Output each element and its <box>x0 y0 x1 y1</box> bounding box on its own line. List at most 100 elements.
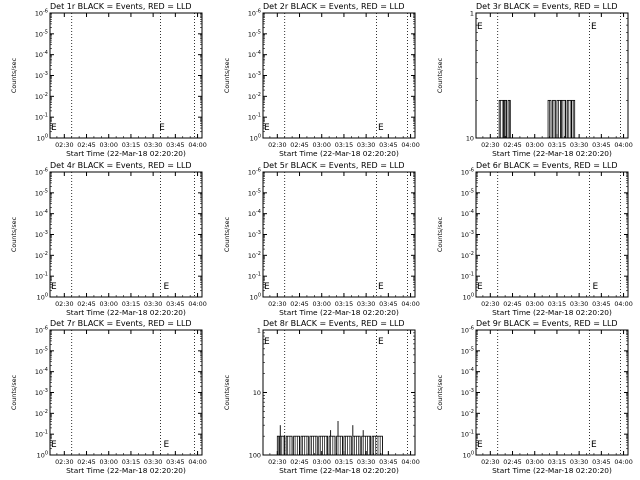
x-tick-label: 03:15 <box>335 141 353 149</box>
y-tick-label: 10-4 <box>248 209 261 218</box>
x-tick-label: 03:00 <box>526 300 544 308</box>
y-tick-label: 10-3 <box>248 71 261 80</box>
x-tick-label: 03:15 <box>548 300 566 308</box>
marker-e: E <box>477 22 483 32</box>
x-tick-label: 03:00 <box>100 300 118 308</box>
y-tick-label: 10-4 <box>35 50 48 59</box>
x-tick-label: 03:30 <box>144 300 162 308</box>
x-tick-label: 03:30 <box>570 300 588 308</box>
y-tick-label: 10-4 <box>248 50 261 59</box>
x-axis-label: Start Time (22-Mar-18 02:20:20) <box>66 466 186 475</box>
marker-e: E <box>264 282 270 292</box>
x-tick-label: 03:45 <box>379 141 397 149</box>
marker-e: E <box>264 337 270 347</box>
x-tick-label: 02:30 <box>481 141 499 149</box>
y-axis-label: Counts/sec <box>223 374 231 410</box>
x-tick-label: 04:00 <box>614 141 632 149</box>
x-tick-label: 03:30 <box>144 458 162 466</box>
x-tick-label: 03:45 <box>166 458 184 466</box>
marker-e: E <box>164 440 170 450</box>
x-tick-label: 03:30 <box>357 458 375 466</box>
panel-det-6: Det 6r BLACK = Events, RED = LLD 100 10-1 1… <box>436 161 633 317</box>
event-burst <box>336 435 343 456</box>
marker-e: E <box>51 440 57 450</box>
panel-det-1: Det 1r BLACK = Events, RED = LLD 100 10-1 1… <box>10 2 207 158</box>
x-tick-label: 03:15 <box>335 300 353 308</box>
x-tick-label: 02:45 <box>77 458 95 466</box>
y-tick-label: 10-3 <box>461 388 474 397</box>
plot-frame <box>49 12 203 139</box>
y-axis-label: Counts/sec <box>436 216 444 252</box>
x-tick-label: 03:00 <box>100 141 118 149</box>
marker-e: E <box>51 123 57 133</box>
y-tick-label: 10-5 <box>461 188 474 197</box>
x-tick-label: 04:00 <box>188 300 206 308</box>
x-tick-label: 04:00 <box>188 458 206 466</box>
x-tick-label: 02:30 <box>268 458 286 466</box>
y-tick-label: 10-6 <box>461 168 474 177</box>
y-tick-label: 10-2 <box>248 251 261 260</box>
x-tick-label: 02:30 <box>55 141 73 149</box>
event-burst <box>328 435 336 456</box>
x-tick-label: 03:00 <box>313 141 331 149</box>
event-burst <box>318 435 329 456</box>
x-tick-label: 03:15 <box>548 458 566 466</box>
plot-frame <box>262 12 416 139</box>
event-burst <box>507 99 511 139</box>
marker-e: E <box>264 123 270 133</box>
y-tick-label: 10-2 <box>35 251 48 260</box>
y-tick-label: 10-5 <box>248 29 261 38</box>
x-axis-label: Start Time (22-Mar-18 02:20:20) <box>279 149 399 158</box>
y-tick-label: 10-1 <box>35 272 48 281</box>
panel-title: Det 5r BLACK = Events, RED = LLD <box>263 161 405 170</box>
y-tick-label: 10-1 <box>461 272 474 281</box>
x-tick-label: 03:00 <box>526 458 544 466</box>
x-tick-label: 03:45 <box>592 141 610 149</box>
y-tick-label: 10 <box>253 389 261 397</box>
x-tick-label: 03:45 <box>592 458 610 466</box>
y-tick-label: 100 <box>37 134 48 143</box>
y-axis-label: Counts/sec <box>10 216 18 252</box>
x-tick-label: 03:30 <box>357 141 375 149</box>
x-tick-label: 03:45 <box>379 300 397 308</box>
x-tick-label: 03:45 <box>166 300 184 308</box>
marker-e: E <box>159 123 165 133</box>
y-tick-label: 10-6 <box>248 9 261 18</box>
x-tick-label: 03:30 <box>570 458 588 466</box>
y-tick-label: 10-1 <box>248 272 261 281</box>
y-tick-label: 100 <box>250 293 261 302</box>
y-axis-label: Counts/sec <box>436 374 444 410</box>
x-tick-label: 03:45 <box>379 458 397 466</box>
y-tick-label: 10-2 <box>248 92 261 101</box>
panel-title: Det 7r BLACK = Events, RED = LLD <box>50 319 192 328</box>
y-tick-label: 10-6 <box>35 326 48 335</box>
plot-frame <box>475 12 629 139</box>
y-tick-label: 10-4 <box>35 367 48 376</box>
plot-frame <box>475 329 629 456</box>
x-axis-label: Start Time (22-Mar-18 02:20:20) <box>66 308 186 317</box>
y-tick-label: 10 <box>466 135 474 143</box>
x-tick-label: 04:00 <box>401 300 419 308</box>
plot-frame <box>262 171 416 298</box>
x-tick-label: 02:30 <box>481 458 499 466</box>
x-tick-label: 03:00 <box>313 300 331 308</box>
panel-det-4: Det 4r BLACK = Events, RED = LLD 100 10-1 1… <box>10 161 207 317</box>
x-tick-label: 02:30 <box>481 300 499 308</box>
plot-frame <box>475 171 629 298</box>
event-burst <box>276 435 280 456</box>
x-tick-label: 03:15 <box>122 458 140 466</box>
x-tick-label: 03:30 <box>570 141 588 149</box>
panel-title: Det 9r BLACK = Events, RED = LLD <box>476 319 618 328</box>
x-tick-label: 03:15 <box>122 141 140 149</box>
y-tick-label: 10-5 <box>35 346 48 355</box>
y-tick-label: 1 <box>470 10 474 18</box>
x-tick-label: 04:00 <box>401 141 419 149</box>
event-burst <box>556 99 562 139</box>
y-tick-label: 100 <box>463 293 474 302</box>
x-tick-label: 02:45 <box>290 141 308 149</box>
y-tick-label: 10-5 <box>35 188 48 197</box>
plot-frame <box>49 329 203 456</box>
x-axis-label: Start Time (22-Mar-18 02:20:20) <box>66 149 186 158</box>
y-tick-label: 10-1 <box>461 430 474 439</box>
